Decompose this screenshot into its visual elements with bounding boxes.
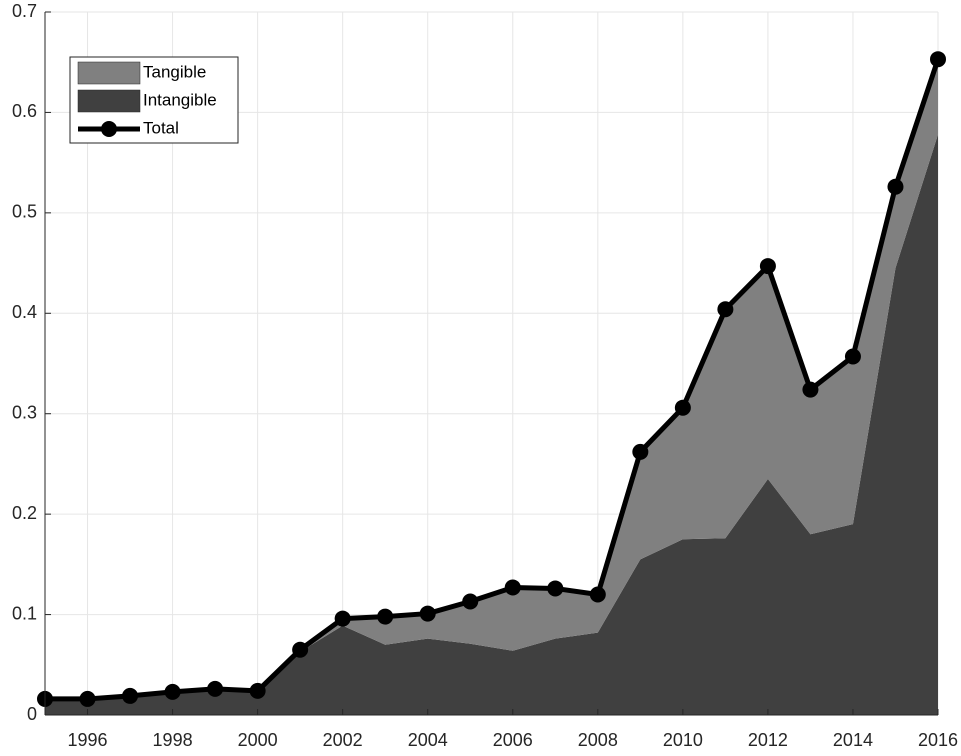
area	[45, 59, 938, 700]
x-tick-label: 2012	[748, 730, 788, 750]
x-tick-label: 2008	[578, 730, 618, 750]
y-tick-label: 0.2	[12, 503, 37, 523]
marker	[930, 51, 946, 68]
marker	[122, 687, 139, 704]
marker	[632, 443, 649, 460]
marker	[334, 610, 351, 627]
y-tick-label: 0.6	[12, 101, 37, 121]
marker	[547, 580, 564, 597]
x-tick-label: 2016	[918, 730, 958, 750]
marker	[844, 348, 861, 365]
legend-label: Total	[143, 118, 179, 137]
legend-swatch	[77, 61, 141, 85]
marker	[674, 399, 691, 416]
y-tick-label: 0.5	[12, 202, 37, 222]
marker	[207, 680, 224, 697]
x-tick-label: 1996	[68, 730, 108, 750]
legend-label: Tangible	[143, 62, 206, 81]
y-tick-label: 0.4	[12, 302, 37, 322]
x-tick-label: 1998	[153, 730, 193, 750]
marker	[292, 641, 309, 658]
legend-swatch	[77, 89, 141, 113]
plot-area	[37, 51, 946, 716]
legend-label: Intangible	[143, 90, 217, 109]
marker	[504, 579, 521, 596]
marker	[802, 381, 819, 398]
marker	[717, 301, 734, 318]
y-tick-label: 0.3	[12, 402, 37, 422]
x-tick-label: 2006	[493, 730, 533, 750]
x-tick-label: 2000	[238, 730, 278, 750]
marker	[79, 690, 96, 707]
x-tick-label: 2010	[663, 730, 703, 750]
marker	[589, 586, 606, 603]
marker	[164, 683, 181, 700]
area	[45, 134, 938, 716]
marker	[462, 593, 479, 610]
y-tick-label: 0.1	[12, 603, 37, 623]
marker	[377, 608, 394, 625]
marker	[759, 258, 776, 275]
y-tick-label: 0	[27, 704, 37, 724]
legend-marker	[101, 121, 117, 137]
x-tick-label: 2002	[323, 730, 363, 750]
marker	[249, 682, 266, 699]
x-tick-label: 2014	[833, 730, 873, 750]
line	[45, 58, 941, 702]
y-tick-label: 0.7	[12, 1, 37, 21]
marker	[887, 178, 904, 195]
marker	[419, 605, 436, 622]
axes: 0 0.1 0.2 0.3 0.4 0.5 0.6 0.7 1996 1998 2000 2002 20…	[12, 1, 958, 750]
legend: Tangible Intangible Total	[69, 56, 239, 144]
x-tick-label: 2004	[408, 730, 448, 750]
